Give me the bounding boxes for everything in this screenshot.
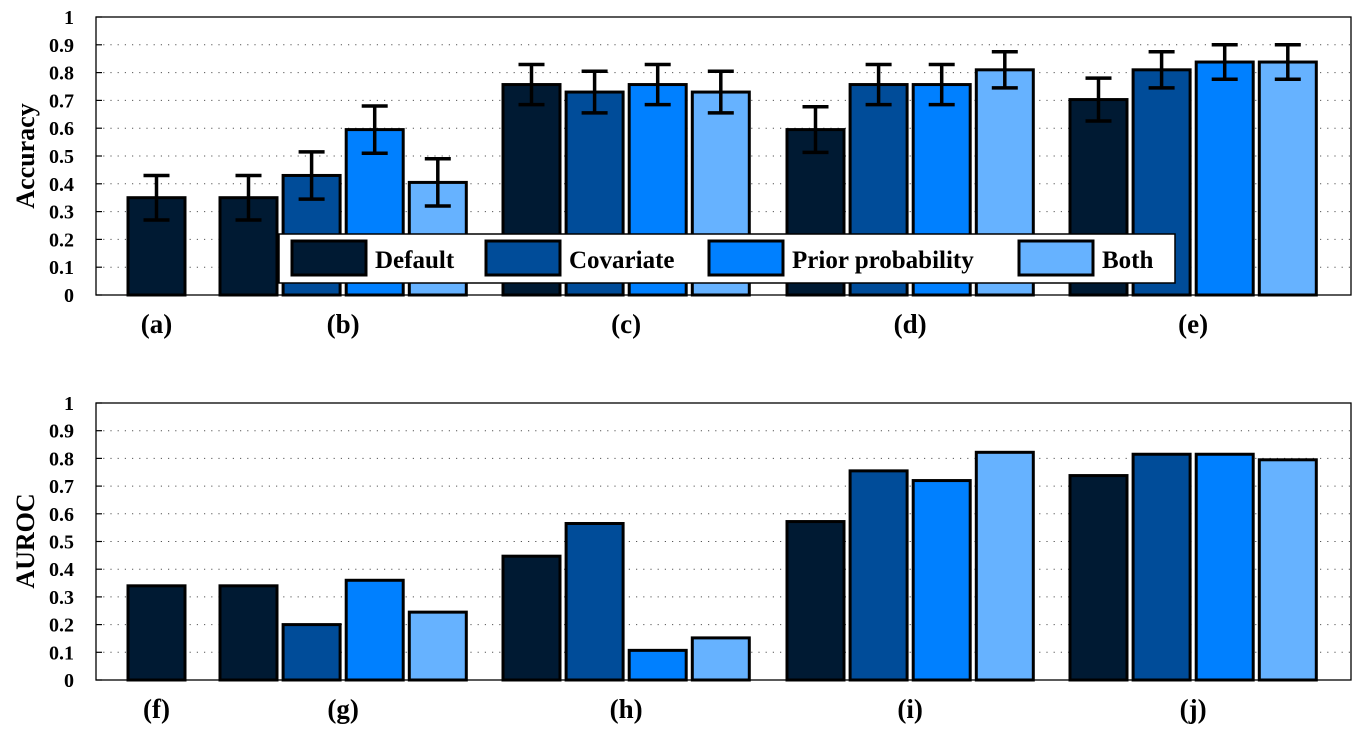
- y-axis-label: Accuracy: [11, 103, 40, 208]
- accuracy-chart: 0 0.1 0.2 0.3 0.4 0.5 0.6 0.7 0.8 0.9 1 Accuracy (a)…: [11, 7, 1352, 339]
- bar: [407, 610, 468, 682]
- y-tick-label: 0.3: [49, 587, 74, 609]
- legend-swatch: [1017, 239, 1095, 277]
- legend-label: Both: [1102, 247, 1154, 274]
- y-tick-label: 0.1: [49, 642, 74, 664]
- bar: [1068, 474, 1129, 682]
- bar: [690, 636, 751, 682]
- y-tick-label: 1: [64, 393, 74, 415]
- y-tick-label: 0.7: [49, 90, 74, 112]
- bar: [974, 450, 1035, 682]
- y-tick-label: 0.4: [49, 559, 74, 581]
- y-tick-label: 0: [64, 670, 74, 692]
- bar: [911, 479, 972, 682]
- bar: [1194, 60, 1255, 297]
- y-tick-label: 0.8: [49, 63, 74, 85]
- y-axis-label: AUROC: [11, 493, 40, 588]
- legend-label: Default: [375, 247, 455, 274]
- group-label: (b): [327, 309, 360, 339]
- y-tick-label: 0.2: [49, 615, 74, 637]
- legend-swatch: [484, 239, 562, 277]
- group-label: (d): [894, 309, 927, 339]
- bar: [218, 584, 279, 682]
- y-tick-label: 0.9: [49, 421, 74, 443]
- group-label: (e): [1178, 309, 1208, 339]
- group-label: (i): [897, 694, 922, 724]
- legend-label: Covariate: [569, 247, 675, 274]
- y-tick-label: 0.2: [49, 229, 74, 251]
- bar: [1194, 452, 1255, 682]
- y-tick-label: 0.6: [49, 504, 74, 526]
- y-tick-label: 1: [64, 7, 74, 29]
- bar: [1131, 452, 1192, 682]
- y-tick-label: 0: [64, 285, 74, 307]
- y-tick-label: 0.7: [49, 476, 74, 498]
- group-label: (f): [143, 694, 170, 724]
- legend-swatch: [290, 239, 368, 277]
- legend-swatch: [707, 239, 785, 277]
- y-tick-label: 0.3: [49, 202, 74, 224]
- bar: [501, 554, 562, 682]
- y-tick-label: 0.5: [49, 532, 74, 554]
- auroc-chart: 0 0.1 0.2 0.3 0.4 0.5 0.6 0.7 0.8 0.9 1 AUROC (f) (g)…: [11, 393, 1352, 724]
- y-tick-label: 0.9: [49, 35, 74, 57]
- bar: [848, 469, 909, 682]
- y-tick-label: 0.8: [49, 448, 74, 470]
- bar: [1257, 60, 1318, 297]
- bar: [281, 623, 342, 682]
- y-tick-label: 0.4: [49, 174, 74, 196]
- bar: [344, 578, 405, 682]
- bar: [126, 196, 187, 297]
- group-label: (g): [327, 694, 358, 724]
- legend-label: Prior probability: [792, 247, 974, 274]
- group-label: (h): [610, 694, 643, 724]
- bar: [564, 521, 625, 682]
- group-label: (c): [611, 309, 641, 339]
- y-tick-label: 0.1: [49, 257, 74, 279]
- bar: [1257, 458, 1318, 682]
- y-tick-label: 0.6: [49, 118, 74, 140]
- bar: [785, 520, 846, 682]
- legend: Default Covariate Prior probability Both: [278, 233, 1176, 284]
- group-label: (a): [141, 309, 172, 339]
- bar: [126, 584, 187, 682]
- group-label: (j): [1180, 694, 1207, 724]
- y-tick-label: 0.5: [49, 146, 74, 168]
- bar: [627, 648, 688, 682]
